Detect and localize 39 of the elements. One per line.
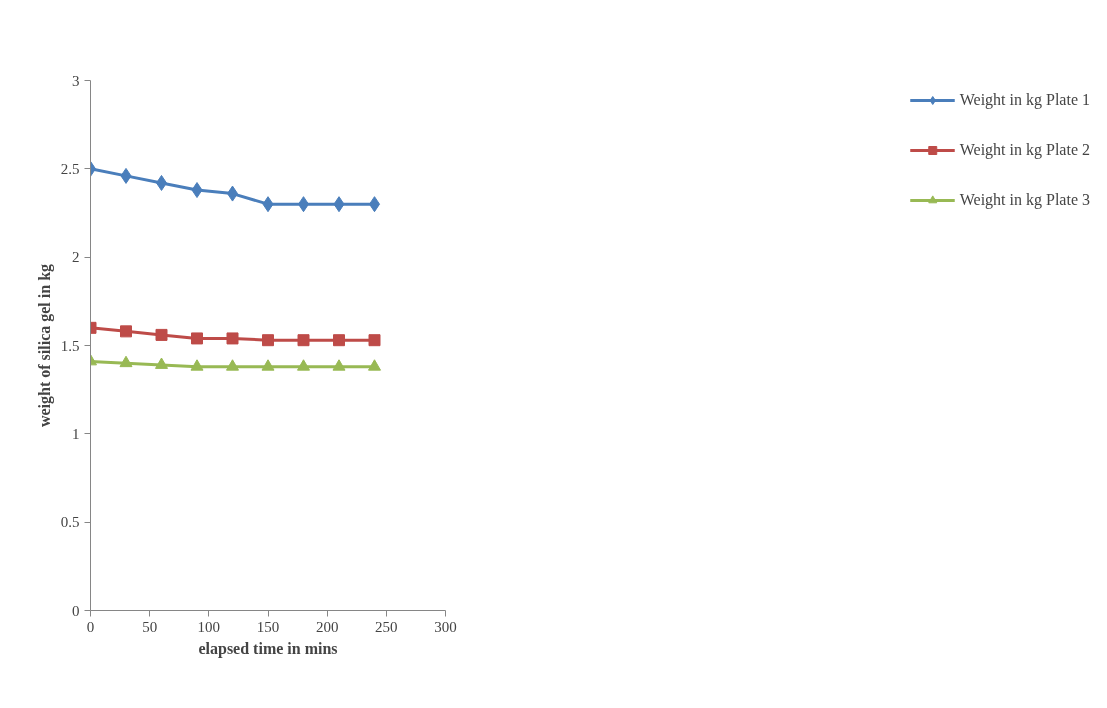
x-tick-label: 250 — [375, 618, 398, 635]
point — [120, 167, 132, 184]
y-tick-label: 0.5 — [60, 514, 80, 531]
point — [155, 357, 168, 369]
point — [368, 359, 381, 371]
y-tick-label: 1.5 — [60, 337, 80, 354]
point — [191, 332, 203, 345]
x-tick-label: 150 — [256, 618, 280, 635]
point — [368, 334, 381, 347]
point — [190, 359, 204, 371]
point — [262, 334, 274, 347]
x-tick-label: 300 — [434, 618, 457, 635]
point — [226, 359, 239, 371]
legend-label: Weight in kg Plate 2 — [959, 141, 1090, 159]
x-axis-title: elapsed time in mins — [198, 639, 338, 658]
point — [332, 359, 346, 371]
legend-label: Weight in kg Plate 1 — [959, 91, 1090, 109]
y-tick-label: 3 — [72, 72, 80, 89]
x-tick-label: 50 — [142, 618, 158, 635]
y-tick-label: 1 — [72, 425, 80, 442]
y-tick-label: 2 — [72, 249, 80, 266]
y-tick-label: 0 — [72, 602, 80, 619]
x-tick-label: 200 — [315, 618, 339, 635]
point — [120, 325, 132, 338]
point — [261, 359, 275, 371]
y-axis-title: weight of silica gel in kg — [35, 263, 54, 428]
point — [226, 332, 239, 345]
x-tick-label: 0 — [86, 618, 95, 635]
point — [333, 334, 345, 347]
point — [155, 328, 168, 341]
point — [297, 359, 310, 371]
x-tick-label: 100 — [197, 618, 221, 635]
point — [191, 182, 203, 199]
legend-label: Weight in kg Plate 3 — [959, 191, 1090, 209]
y-tick-label: 2.5 — [60, 160, 80, 177]
point — [297, 334, 310, 347]
point — [262, 196, 274, 213]
point — [119, 355, 133, 368]
point — [333, 196, 345, 213]
